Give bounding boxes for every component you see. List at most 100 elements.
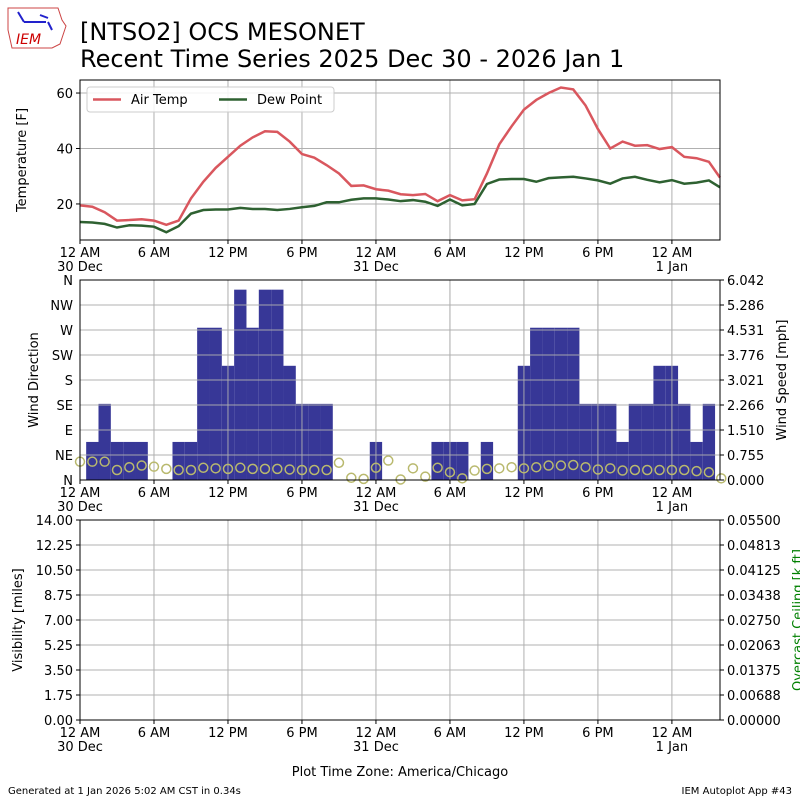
wind-direction-point bbox=[605, 463, 616, 474]
wind-speed-bar bbox=[184, 441, 198, 480]
wind-direction-point bbox=[678, 464, 690, 476]
wind-direction-point bbox=[370, 462, 382, 474]
wind-speed-bar bbox=[86, 441, 99, 480]
wind-direction-point bbox=[580, 461, 591, 473]
wind-speed-bar bbox=[271, 289, 284, 480]
x-tick-sublabel: 30 Dec bbox=[57, 740, 103, 755]
wind-direction-point bbox=[494, 463, 505, 474]
wind-direction-point bbox=[136, 460, 147, 471]
wind-speed-bar bbox=[110, 441, 124, 480]
wind-direction-point bbox=[173, 464, 184, 476]
wind-direction-point bbox=[617, 465, 628, 476]
x-tick-label: 12 AM bbox=[652, 246, 693, 261]
x-tick-label: 12 AM bbox=[60, 486, 101, 501]
y-tick-label: 10.50 bbox=[36, 564, 73, 579]
legend-label: Air Temp bbox=[131, 93, 188, 108]
y-tick-label: 5.25 bbox=[44, 639, 73, 654]
wind-speed-bar bbox=[234, 289, 247, 480]
x-tick-sublabel: 30 Dec bbox=[57, 500, 103, 515]
speed-tick-label: 2.266 bbox=[727, 399, 764, 414]
x-tick-label: 12 PM bbox=[504, 486, 544, 501]
x-tick-label: 6 PM bbox=[582, 486, 613, 501]
title-line-2: Recent Time Series 2025 Dec 30 - 2026 Ja… bbox=[80, 45, 624, 73]
wind-direction-point bbox=[457, 473, 468, 484]
dir-tick-label: S bbox=[65, 374, 73, 389]
wind-direction-point bbox=[198, 462, 209, 474]
y2-tick-label: 0.05500 bbox=[727, 514, 781, 529]
wind-direction-point bbox=[629, 464, 641, 476]
logo-text: IEM bbox=[16, 32, 41, 48]
wind-speed-bar bbox=[554, 327, 568, 480]
x-tick-sublabel: 1 Jan bbox=[656, 500, 688, 515]
x-tick-label: 12 AM bbox=[60, 246, 101, 261]
x-tick-label: 6 PM bbox=[582, 726, 613, 741]
wind-speed-bar bbox=[308, 403, 321, 480]
x-tick-label: 6 AM bbox=[434, 246, 467, 261]
dir-tick-label: E bbox=[65, 424, 73, 439]
wind-direction-point bbox=[506, 461, 517, 473]
wind-direction-point bbox=[124, 461, 135, 473]
wind-speed-bar bbox=[123, 441, 136, 480]
dir-tick-label: N bbox=[63, 474, 73, 489]
wind-speed-bar bbox=[246, 327, 259, 480]
wind-direction-point bbox=[284, 464, 295, 475]
x-tick-sublabel: 1 Jan bbox=[656, 740, 688, 755]
wind-speed-bar bbox=[456, 441, 469, 480]
legend: Air Temp Dew Point bbox=[86, 86, 335, 113]
wind-direction-point bbox=[247, 463, 258, 475]
wind-direction-point bbox=[296, 464, 308, 476]
wind-speed-bar bbox=[542, 327, 555, 480]
x-tick-label: 12 AM bbox=[356, 726, 397, 741]
y-tick-label: 20 bbox=[56, 198, 73, 213]
wind-speed-bar bbox=[172, 441, 185, 480]
x-tick-label: 6 PM bbox=[286, 246, 317, 261]
y-tick-label: 8.75 bbox=[44, 589, 73, 604]
wind-direction-point bbox=[333, 457, 345, 469]
plot-frame bbox=[79, 519, 721, 721]
x-tick-label: 12 PM bbox=[208, 486, 248, 501]
wind-speed-bar bbox=[702, 403, 716, 480]
wind-speed-bar bbox=[653, 365, 666, 480]
speed-tick-label: 1.510 bbox=[727, 424, 764, 439]
wind-direction-point bbox=[185, 464, 197, 476]
speed-tick-label: 3.021 bbox=[727, 374, 764, 389]
x-tick-label: 12 AM bbox=[60, 726, 101, 741]
wind-direction-point bbox=[407, 463, 419, 474]
x-tick-label: 6 AM bbox=[434, 486, 467, 501]
wind-direction-point bbox=[222, 463, 234, 475]
y2-tick-label: 0.02063 bbox=[727, 639, 781, 654]
wind-speed-bar bbox=[258, 289, 272, 480]
wind-speed-bar bbox=[579, 403, 592, 480]
dir-tick-label: W bbox=[60, 324, 73, 339]
y-axis-label: Visibility [miles] bbox=[11, 568, 26, 671]
plot-frame bbox=[79, 79, 721, 241]
wind-direction-point bbox=[420, 471, 431, 482]
x-tick-sublabel: 31 Dec bbox=[353, 500, 399, 515]
x-tick-label: 6 AM bbox=[138, 486, 171, 501]
y2-axis-label: Wind Speed [mph] bbox=[775, 320, 790, 441]
wind-speed-bar bbox=[641, 403, 654, 480]
x-tick-label: 12 PM bbox=[504, 246, 544, 261]
wind-direction-point bbox=[272, 463, 283, 475]
speed-tick-label: 0.755 bbox=[727, 449, 764, 464]
plot-frame bbox=[79, 279, 721, 481]
wind-speed-bar bbox=[320, 403, 333, 480]
wind-direction-point bbox=[210, 463, 221, 474]
x-tick-label: 6 AM bbox=[138, 726, 171, 741]
y2-tick-label: 0.04813 bbox=[727, 539, 781, 554]
y2-tick-label: 0.03438 bbox=[727, 589, 781, 604]
speed-tick-label: 4.531 bbox=[727, 324, 764, 339]
y-tick-label: 1.75 bbox=[44, 689, 73, 704]
wind-direction-point bbox=[321, 464, 332, 476]
dir-tick-label: NW bbox=[50, 299, 73, 314]
wind-speed-bar bbox=[283, 365, 296, 480]
wind-direction-point bbox=[531, 461, 542, 473]
wind-speed-bar bbox=[628, 403, 642, 480]
wind-direction-point bbox=[111, 464, 123, 476]
wind-direction-point bbox=[99, 456, 110, 467]
wind-direction-point bbox=[641, 464, 653, 476]
generated-text: Generated at 1 Jan 2026 5:02 AM CST in 0… bbox=[8, 786, 241, 797]
wind-speed-bar bbox=[616, 441, 629, 480]
y2-tick-label: 0.02750 bbox=[727, 614, 781, 629]
